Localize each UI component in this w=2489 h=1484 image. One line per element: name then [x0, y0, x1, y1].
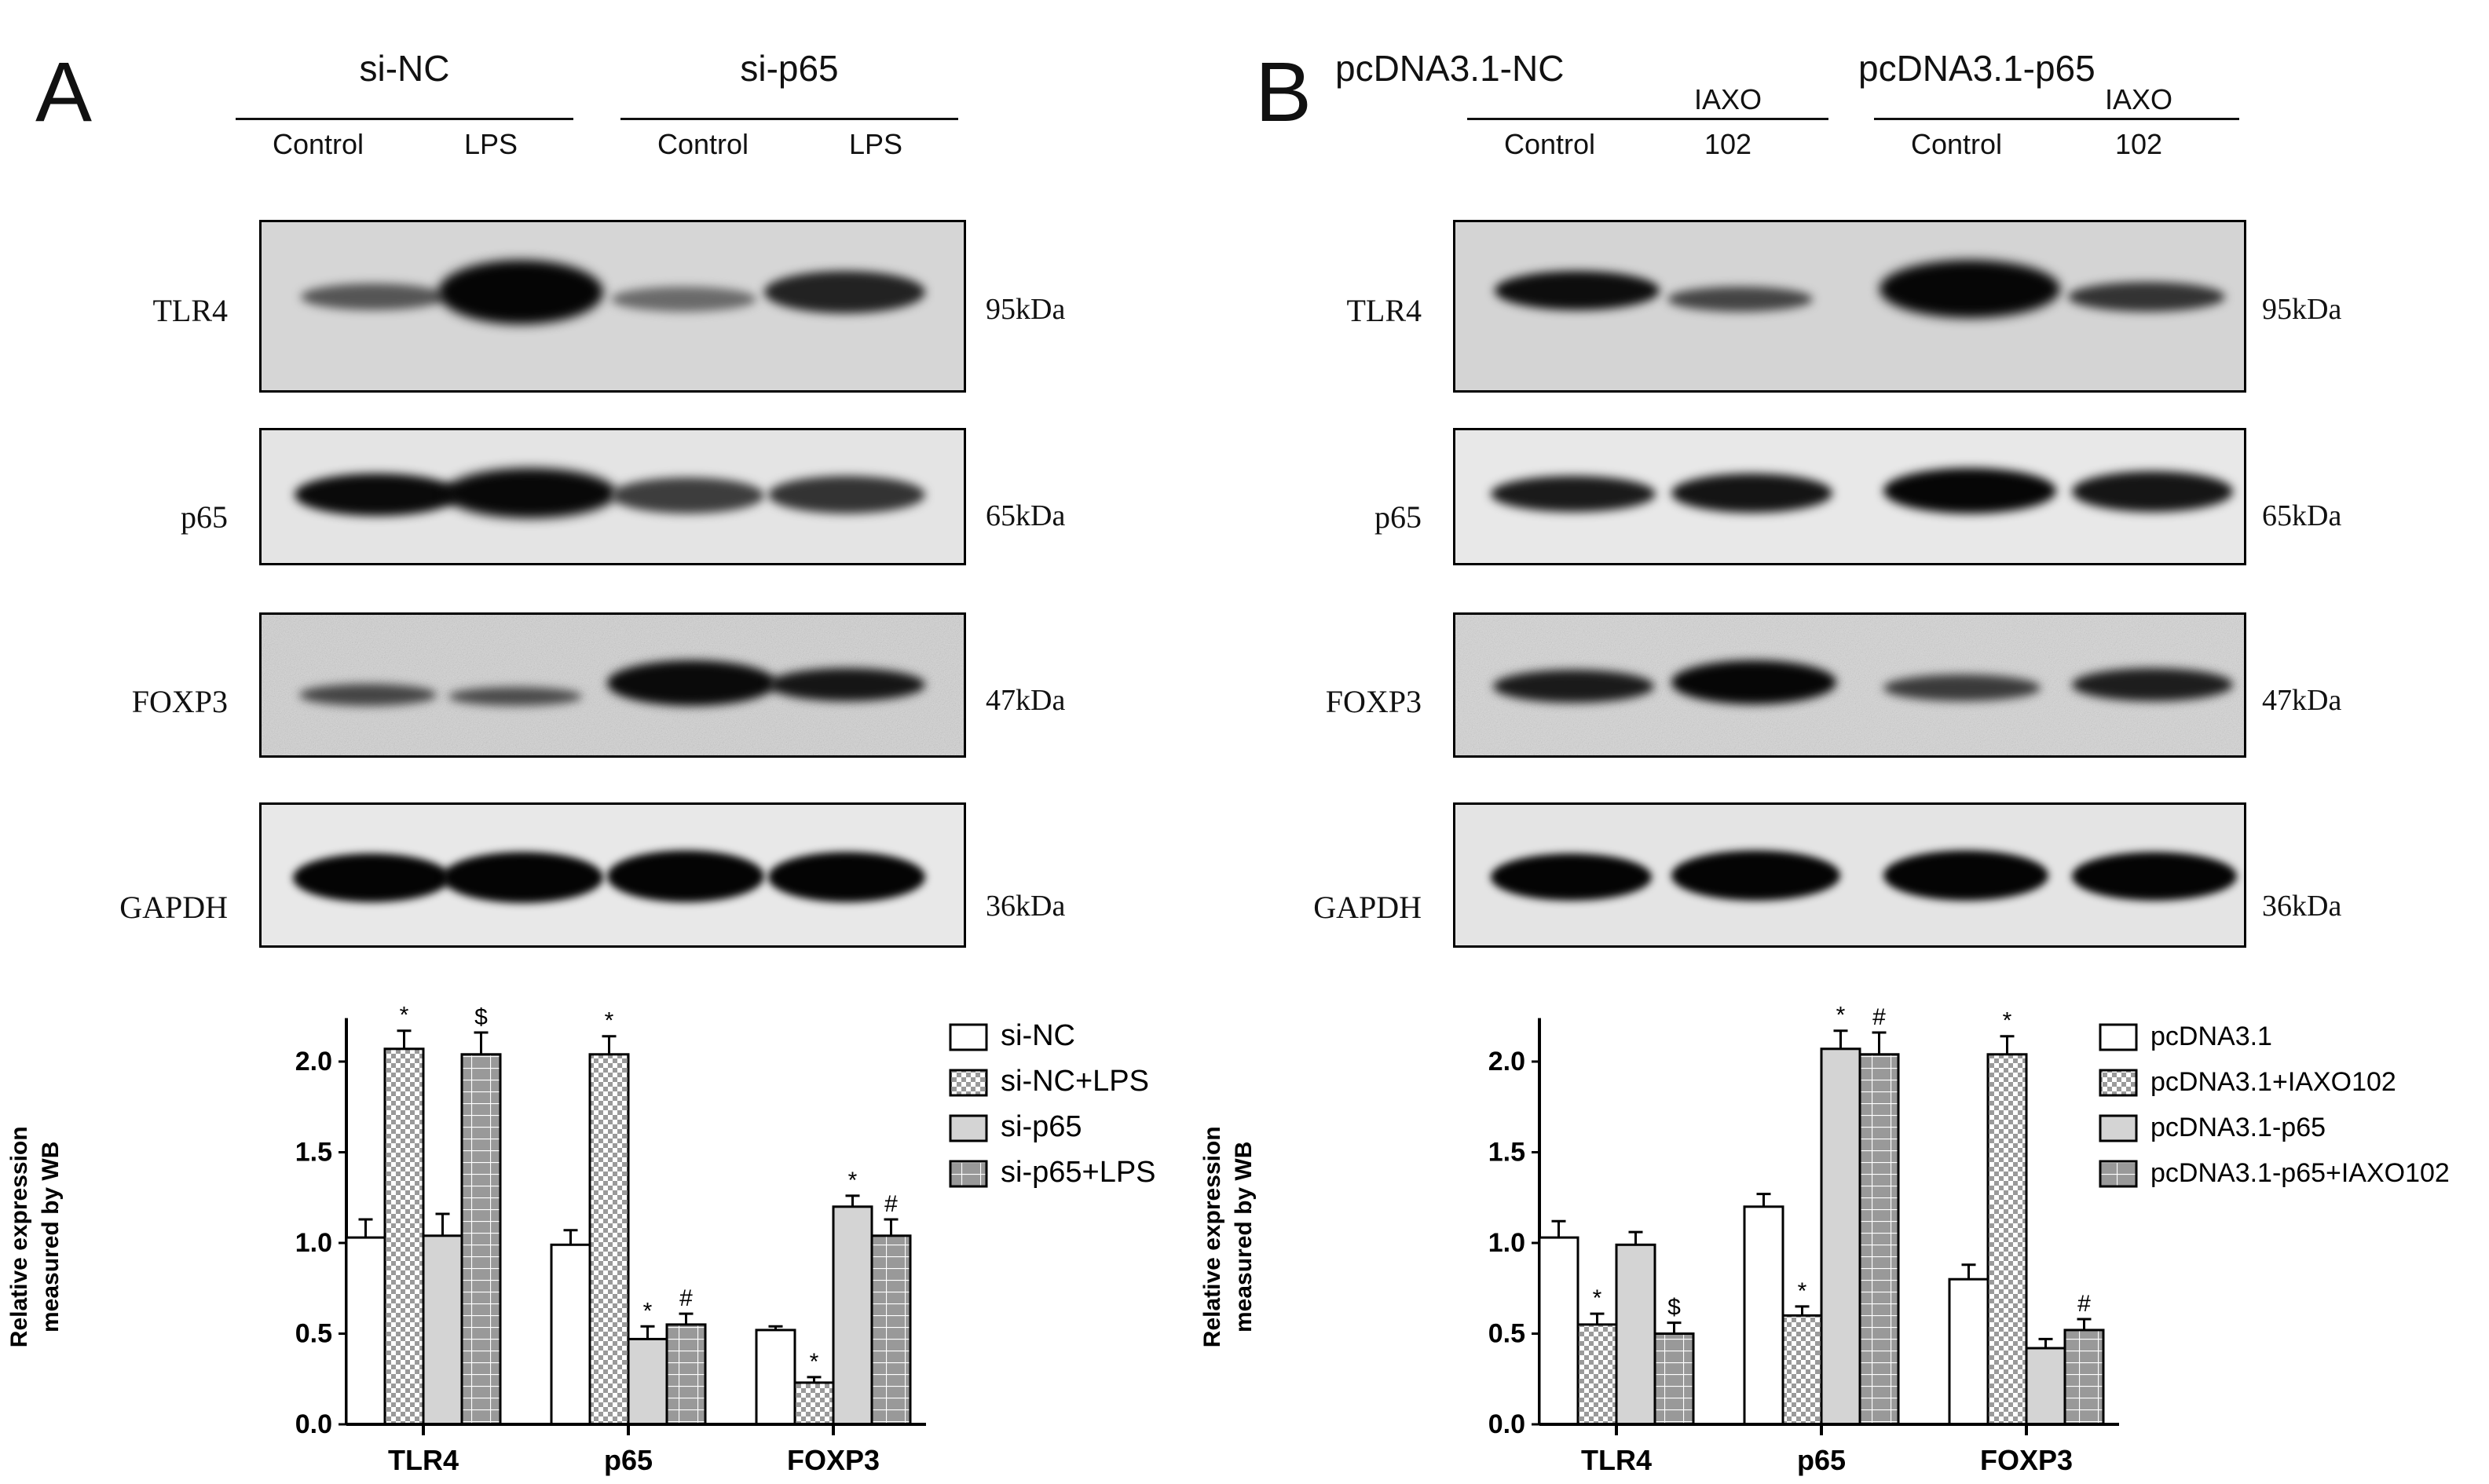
- svg-text:0.0: 0.0: [295, 1409, 332, 1439]
- svg-text:measured by WB: measured by WB: [38, 1142, 64, 1332]
- svg-text:#: #: [2077, 1291, 2091, 1317]
- svg-text:*: *: [1593, 1285, 1602, 1311]
- svg-text:TLR4: TLR4: [388, 1444, 459, 1476]
- svg-text:0.0: 0.0: [1488, 1409, 1525, 1439]
- svg-text:*: *: [2003, 1008, 2012, 1034]
- svg-text:TLR4: TLR4: [1581, 1444, 1652, 1476]
- svg-text:si-p65: si-p65: [1001, 1110, 1082, 1143]
- svg-text:pcDNA3.1-p65: pcDNA3.1-p65: [2150, 1113, 2326, 1142]
- svg-text:*: *: [810, 1349, 819, 1375]
- svg-text:0.5: 0.5: [1488, 1319, 1525, 1349]
- svg-text:pcDNA3.1: pcDNA3.1: [2150, 1022, 2272, 1051]
- svg-text:0.5: 0.5: [295, 1319, 332, 1349]
- svg-text:2.0: 2.0: [295, 1047, 332, 1076]
- svg-text:*: *: [1798, 1278, 1807, 1304]
- svg-text:*: *: [400, 1003, 409, 1029]
- svg-text:#: #: [1872, 1004, 1886, 1030]
- svg-text:pcDNA3.1-p65+IAXO102: pcDNA3.1-p65+IAXO102: [2150, 1158, 2450, 1188]
- svg-text:FOXP3: FOXP3: [787, 1444, 880, 1476]
- svg-text:#: #: [679, 1285, 693, 1311]
- svg-text:1.5: 1.5: [295, 1138, 332, 1168]
- svg-text:1.0: 1.0: [295, 1228, 332, 1258]
- svg-text:*: *: [1836, 1003, 1846, 1029]
- svg-text:1.5: 1.5: [1488, 1138, 1525, 1168]
- svg-text:si-NC: si-NC: [1001, 1019, 1075, 1052]
- svg-text:#: #: [884, 1191, 898, 1217]
- svg-text:$: $: [1667, 1295, 1681, 1321]
- svg-text:FOXP3: FOXP3: [1980, 1444, 2073, 1476]
- svg-text:p65: p65: [1797, 1444, 1846, 1476]
- svg-text:Relative expression: Relative expression: [6, 1126, 32, 1347]
- svg-text:si-p65+LPS: si-p65+LPS: [1001, 1156, 1156, 1189]
- svg-text:pcDNA3.1+IAXO102: pcDNA3.1+IAXO102: [2150, 1067, 2396, 1097]
- svg-text:$: $: [474, 1004, 488, 1030]
- svg-text:*: *: [605, 1008, 614, 1034]
- svg-text:*: *: [643, 1298, 653, 1324]
- svg-text:si-NC+LPS: si-NC+LPS: [1001, 1065, 1149, 1098]
- svg-text:*: *: [848, 1168, 858, 1193]
- svg-text:2.0: 2.0: [1488, 1047, 1525, 1076]
- svg-text:p65: p65: [604, 1444, 653, 1476]
- svg-text:1.0: 1.0: [1488, 1228, 1525, 1258]
